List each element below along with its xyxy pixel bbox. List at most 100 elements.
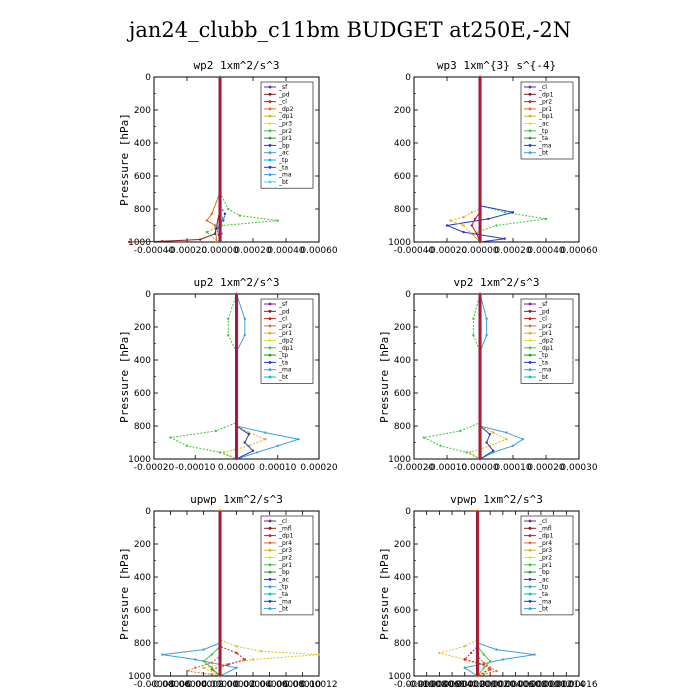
x-tick-label: 0.00010 xyxy=(284,680,321,690)
data-point xyxy=(462,216,465,219)
legend-marker xyxy=(268,592,272,596)
y-tick-label: 600 xyxy=(134,606,151,616)
legend-marker xyxy=(528,100,532,103)
y-tick-label: 200 xyxy=(134,540,151,550)
data-point xyxy=(472,334,475,337)
data-point xyxy=(468,451,472,454)
legend-label: _pr2 xyxy=(278,128,292,135)
legend-label: _tp xyxy=(538,128,548,135)
legend-marker xyxy=(528,324,532,328)
legend-label: _pd xyxy=(538,308,550,315)
data-point xyxy=(210,653,213,656)
data-point xyxy=(210,673,213,676)
data-point xyxy=(227,317,230,320)
y-tick-label: 0 xyxy=(145,73,151,83)
legend-marker xyxy=(528,346,532,350)
series-line xyxy=(479,293,524,460)
panel-title: wp3 1xm^{3} s^{-4} xyxy=(437,59,556,72)
legend-label: _cl xyxy=(278,518,287,525)
legend-marker xyxy=(268,122,272,125)
legend-marker xyxy=(528,541,532,545)
series-line xyxy=(205,77,278,243)
legend-label: _bt xyxy=(278,374,289,381)
x-tick-label: -0.00002 xyxy=(445,680,485,690)
data-point xyxy=(485,317,488,320)
x-tick-label: 0.00010 xyxy=(494,463,531,473)
data-point xyxy=(161,653,164,656)
data-point xyxy=(463,666,466,669)
legend-label: _bp xyxy=(538,569,550,576)
legend-marker xyxy=(528,339,532,342)
chart-up2: up2 1xm^2/s^3 0 200 400 600 800 1000-0.00020 -0… xyxy=(118,276,338,473)
data-point xyxy=(462,230,465,234)
legend-marker xyxy=(268,607,272,610)
legend-label: _ac xyxy=(538,576,549,583)
data-point xyxy=(482,653,486,656)
series-line xyxy=(202,511,221,677)
legend-marker xyxy=(268,144,272,147)
data-point xyxy=(485,441,488,444)
legend-label: _tp xyxy=(538,584,548,591)
data-point xyxy=(227,207,230,211)
x-tick-label: 0.00000 xyxy=(461,463,498,473)
data-point xyxy=(194,658,197,661)
legend-marker xyxy=(528,548,532,552)
y-tick-label: 200 xyxy=(134,106,151,116)
legend-marker xyxy=(268,353,272,357)
x-tick-label: 0.00060 xyxy=(300,246,337,256)
y-tick-label: 600 xyxy=(394,389,411,399)
legend-marker xyxy=(268,519,272,523)
data-point xyxy=(501,658,505,661)
x-tick-label: 0.00014 xyxy=(548,680,585,690)
data-point xyxy=(213,232,217,235)
legend-label: _ta xyxy=(278,164,288,171)
data-point xyxy=(214,429,218,433)
data-point xyxy=(218,451,222,454)
legend-label: _bp1 xyxy=(538,113,554,120)
legend-marker xyxy=(268,548,272,552)
legend-label: _pd xyxy=(278,91,290,98)
y-tick-label: 1000 xyxy=(388,455,411,465)
legend-marker xyxy=(528,122,532,125)
legend-label: _ta xyxy=(538,135,548,142)
legend-marker xyxy=(268,324,272,328)
legend-marker xyxy=(268,585,272,589)
y-axis-label: Pressure [hPa] xyxy=(118,330,131,423)
data-point xyxy=(222,217,225,221)
data-point xyxy=(297,438,300,441)
y-tick-label: 1000 xyxy=(128,238,151,248)
data-point xyxy=(223,212,227,216)
legend-label: _bt xyxy=(538,150,549,157)
y-tick-label: 600 xyxy=(134,389,151,399)
y-tick-label: 800 xyxy=(134,639,151,649)
data-point xyxy=(488,668,492,671)
series-line xyxy=(216,77,226,243)
data-point xyxy=(202,666,205,669)
y-tick-label: 400 xyxy=(134,356,151,366)
x-tick-label: -0.00004 xyxy=(432,680,473,690)
legend-label: _ma xyxy=(278,172,292,179)
data-point xyxy=(215,240,218,244)
y-tick-label: 600 xyxy=(394,172,411,182)
y-tick-label: 400 xyxy=(134,573,151,583)
legend-marker xyxy=(528,136,532,140)
legend-marker xyxy=(528,353,532,357)
legend-marker xyxy=(528,599,532,603)
legend-marker xyxy=(528,309,532,313)
legend-marker xyxy=(268,85,272,89)
legend-marker xyxy=(528,107,532,111)
x-tick-label: 0.00020 xyxy=(300,463,337,473)
data-point xyxy=(243,334,246,337)
legend-label: _pr2 xyxy=(538,99,552,106)
legend-label: _pr2 xyxy=(538,323,552,330)
y-tick-label: 0 xyxy=(405,73,411,83)
data-point xyxy=(243,658,246,661)
data-point xyxy=(495,669,498,673)
legend-marker xyxy=(268,180,272,184)
legend-label: _pr4 xyxy=(278,540,292,547)
data-point xyxy=(255,451,259,454)
data-point xyxy=(247,433,251,436)
data-point xyxy=(492,449,495,452)
data-point xyxy=(505,431,508,434)
x-tick-label: -0.00040 xyxy=(394,246,435,256)
